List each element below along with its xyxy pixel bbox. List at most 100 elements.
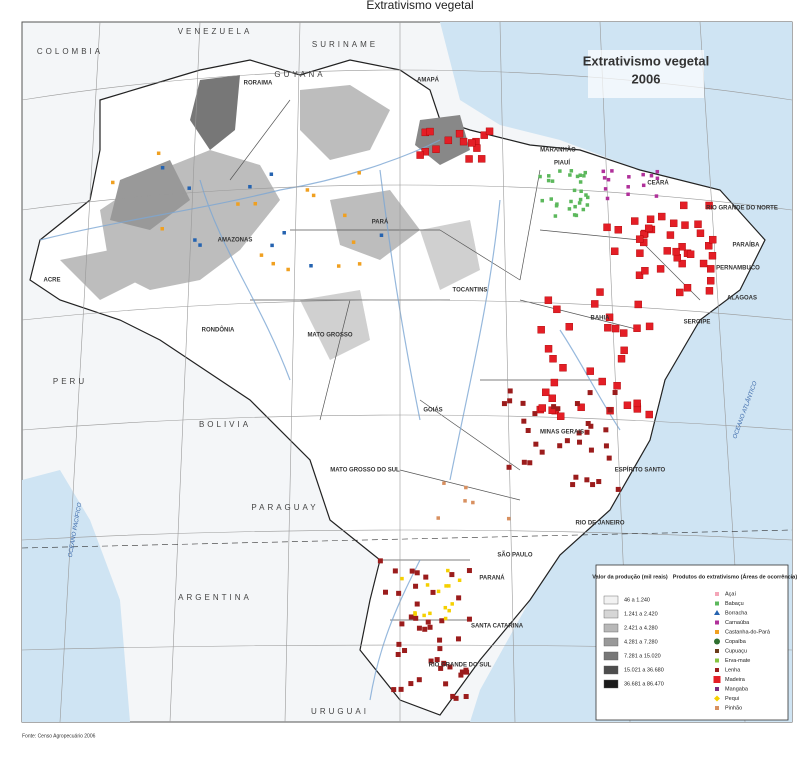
legend-label: Castanha-do-Pará <box>725 629 771 635</box>
occurrence-symbol <box>631 217 639 225</box>
occurrence-symbol <box>463 499 467 503</box>
occurrence-symbol <box>459 137 468 146</box>
country-label: ARGENTINA <box>178 593 252 602</box>
occurrence-symbol <box>416 677 422 683</box>
occurrence-symbol <box>606 177 611 182</box>
occurrence-symbol <box>187 186 191 190</box>
occurrence-symbol <box>558 169 562 173</box>
legend-label: Pequi <box>725 696 739 702</box>
legend-swatch <box>603 679 619 689</box>
occurrence-symbol <box>575 174 580 179</box>
occurrence-symbol <box>584 193 588 197</box>
occurrence-symbol <box>160 226 164 231</box>
occurrence-symbol <box>557 443 563 449</box>
occurrence-symbol <box>463 694 469 700</box>
occurrence-symbol <box>391 687 397 693</box>
state-label: RIO DE JANEIRO <box>575 521 624 527</box>
occurrence-symbol <box>270 243 274 248</box>
occurrence-symbol <box>683 284 692 292</box>
state-label: PARÁ <box>372 219 389 226</box>
occurrence-symbol <box>603 223 611 232</box>
state-label: PARAÍBA <box>733 241 761 249</box>
occurrence-symbol <box>416 151 424 159</box>
occurrence-symbol <box>286 267 290 272</box>
occurrence-symbol <box>699 259 708 268</box>
occurrence-symbol <box>585 203 590 207</box>
occurrence-symbol <box>521 418 527 424</box>
occurrence-symbol <box>441 660 447 666</box>
occurrence-symbol <box>432 145 440 153</box>
occurrence-symbol <box>444 136 453 145</box>
state-label: RORAIMA <box>244 81 273 87</box>
occurrence-symbol <box>615 486 621 492</box>
legend-label: 7.281 a 15.020 <box>624 653 661 659</box>
legend-label: 1.241 a 2.420 <box>624 611 658 617</box>
occurrence-symbol <box>635 235 644 243</box>
legend: Valor da produção (mil reais) 46 a 1.240 1… <box>592 564 797 721</box>
occurrence-symbol <box>646 215 655 223</box>
occurrence-symbol <box>540 198 545 203</box>
occurrence-symbol <box>269 172 274 176</box>
legend-swatch <box>603 609 619 619</box>
country-label: GUYANA <box>274 70 325 79</box>
state-label: AMAZONAS <box>218 238 253 244</box>
legend-label: Mangaba <box>725 686 749 692</box>
occurrence-symbol <box>343 213 347 218</box>
legend-label: Erva-mate <box>725 658 750 664</box>
occurrence-symbol <box>577 201 582 205</box>
occurrence-symbol <box>587 390 593 396</box>
occurrence-symbol <box>544 345 553 353</box>
occurrence-symbol <box>377 558 383 564</box>
occurrence-symbol <box>569 169 574 173</box>
occurrence-symbol <box>473 144 481 152</box>
occurrence-symbol <box>708 252 717 260</box>
occurrence-symbol <box>463 667 469 673</box>
occurrence-symbol <box>706 277 715 285</box>
legend-title: Valor da produção (mil reais) <box>592 574 668 580</box>
occurrence-symbol <box>453 695 459 701</box>
state-label: RONDÔNIA <box>202 326 235 334</box>
occurrence-symbol <box>627 175 631 179</box>
legend-label: 2.421 a 4.280 <box>624 625 658 631</box>
occurrence-symbol <box>537 326 545 334</box>
occurrence-symbol <box>437 637 443 643</box>
occurrence-symbol <box>485 127 494 136</box>
occurrence-symbol <box>598 377 606 386</box>
occurrence-symbol <box>426 127 434 136</box>
occurrence-symbol <box>620 329 628 337</box>
legend-label: Lenha <box>725 667 741 673</box>
occurrence-symbol <box>379 233 384 238</box>
legend-symbol <box>715 630 719 634</box>
occurrence-symbol <box>193 238 197 242</box>
occurrence-symbol <box>676 288 684 297</box>
legend-label: 4.281 a 7.280 <box>624 639 658 645</box>
occurrence-symbol <box>253 201 258 206</box>
occurrence-symbol <box>457 578 462 583</box>
legend-symbol <box>714 638 720 645</box>
occurrence-symbol <box>612 390 618 396</box>
legend-label: 36.681 a 86.470 <box>624 681 664 687</box>
state-label: MINAS GERAIS <box>540 430 584 436</box>
occurrence-symbol <box>709 235 717 244</box>
occurrence-symbol <box>422 626 428 632</box>
state-label: SERGIPE <box>684 320 711 326</box>
occurrence-symbol <box>413 583 419 589</box>
state-label: MARANHÃO <box>540 147 576 154</box>
state-label: RIO GRANDE DO NORTE <box>706 206 778 212</box>
occurrence-symbol <box>507 398 513 404</box>
occurrence-symbol <box>532 411 538 417</box>
country-label: VENEZUELA <box>178 27 253 36</box>
state-label: BAHIA <box>591 316 611 322</box>
occurrence-symbol <box>635 271 644 279</box>
state-label: RIO GRANDE DO SUL <box>429 663 492 669</box>
occurrence-symbol <box>556 412 565 420</box>
occurrence-symbol <box>425 619 431 625</box>
occurrence-symbol <box>447 584 451 588</box>
occurrence-symbol <box>160 165 165 170</box>
occurrence-symbol <box>549 197 553 201</box>
legend-swatch <box>603 595 619 605</box>
occurrence-symbol <box>447 608 451 613</box>
occurrence-symbol <box>585 421 591 427</box>
legend-swatch <box>603 637 619 647</box>
